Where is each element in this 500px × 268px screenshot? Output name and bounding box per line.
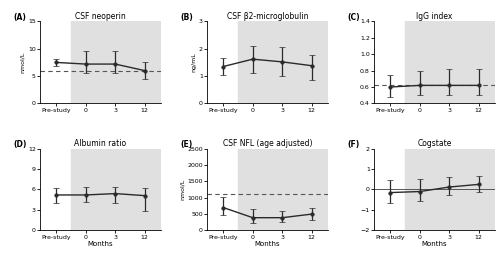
Bar [238, 148, 328, 230]
Text: (E): (E) [180, 140, 192, 149]
Y-axis label: nmol/L: nmol/L [20, 52, 25, 73]
X-axis label: Months: Months [422, 241, 448, 247]
Title: Albumin ratio: Albumin ratio [74, 139, 126, 148]
Y-axis label: nmol/L: nmol/L [180, 179, 184, 200]
Title: Cogstate: Cogstate [418, 139, 452, 148]
X-axis label: Months: Months [254, 241, 280, 247]
Text: (D): (D) [14, 140, 27, 149]
Bar [405, 148, 495, 230]
X-axis label: Months: Months [88, 241, 114, 247]
Title: CSF NFL (age adjusted): CSF NFL (age adjusted) [223, 139, 312, 148]
Title: CSF β2-microglobulin: CSF β2-microglobulin [227, 12, 308, 21]
Y-axis label: ng/mL: ng/mL [191, 53, 196, 72]
Text: (F): (F) [348, 140, 360, 149]
Bar [71, 21, 161, 103]
Text: (B): (B) [180, 13, 193, 22]
Title: CSF neoperin: CSF neoperin [75, 12, 126, 21]
Title: IgG index: IgG index [416, 12, 452, 21]
Text: (C): (C) [348, 13, 360, 22]
Bar [238, 21, 328, 103]
Text: (A): (A) [14, 13, 26, 22]
Bar [71, 148, 161, 230]
Bar [405, 21, 495, 103]
